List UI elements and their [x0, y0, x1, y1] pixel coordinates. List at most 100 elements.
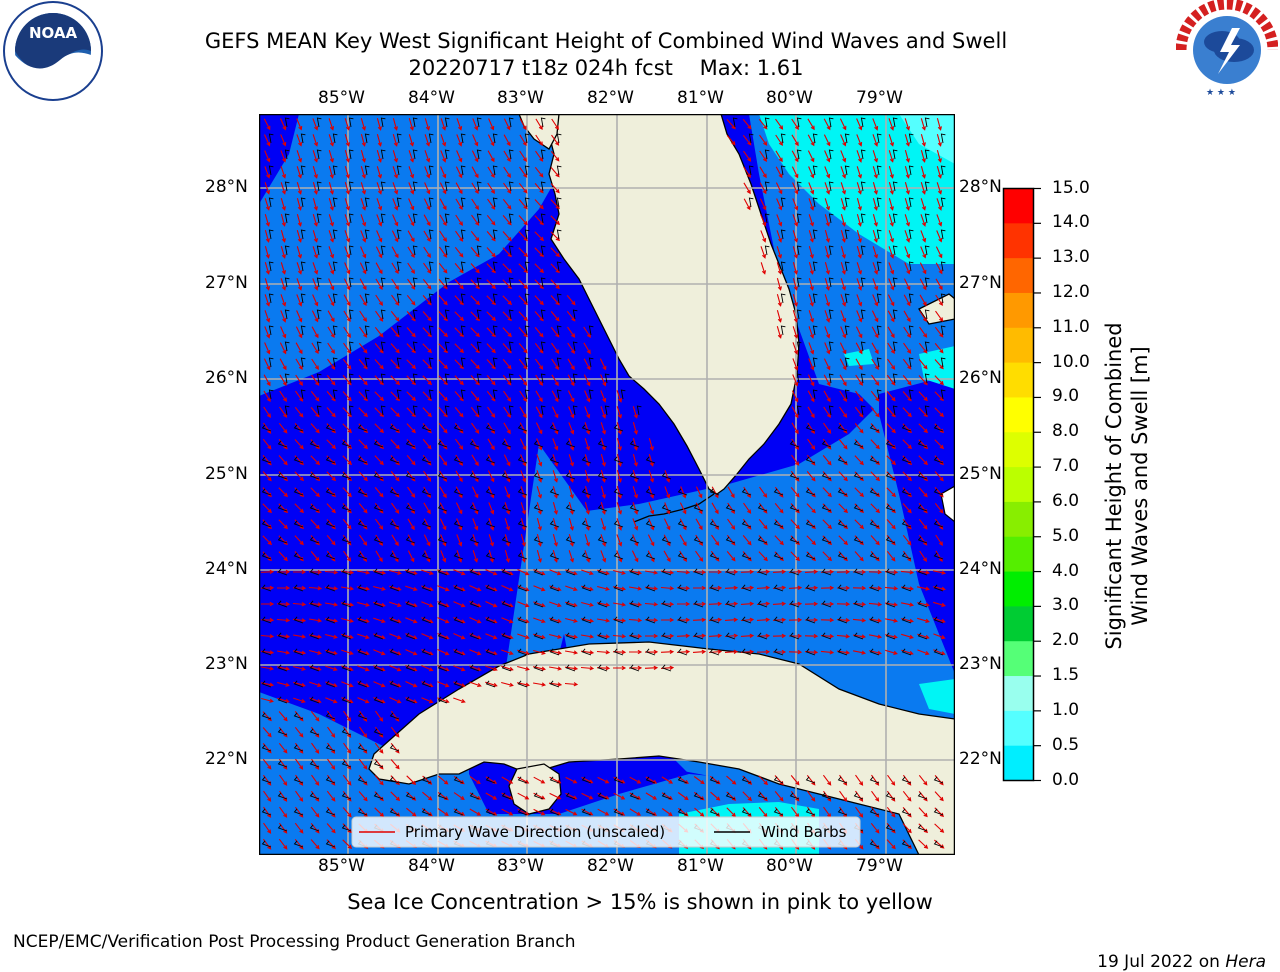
lat-tick-left-22: 22°N	[205, 749, 248, 769]
wind-barb	[316, 181, 322, 192]
wave-direction-arrow	[854, 406, 864, 418]
wind-barb	[524, 261, 530, 272]
wind-barb	[540, 341, 546, 352]
wind-barb	[908, 133, 914, 144]
wind-barb	[261, 776, 272, 784]
wave-direction-arrow	[263, 790, 272, 802]
wave-direction-arrow	[439, 182, 447, 195]
wind-barb	[348, 181, 354, 192]
wave-direction-arrow	[901, 633, 914, 639]
wave-direction-arrow	[920, 166, 926, 179]
wind-barb	[444, 117, 450, 128]
wave-direction-arrow	[471, 214, 480, 226]
wave-direction-arrow	[565, 650, 579, 655]
wind-barb	[620, 389, 626, 400]
wave-direction-arrow	[502, 198, 512, 210]
wind-barb	[460, 325, 466, 336]
wind-barb	[860, 405, 866, 416]
wave-direction-arrow	[453, 632, 466, 640]
wind-barb	[869, 648, 880, 656]
wave-direction-arrow	[424, 550, 431, 563]
lat-tick-left-26: 26°N	[205, 368, 248, 388]
wave-direction-arrow	[824, 310, 831, 323]
wave-direction-arrow	[487, 134, 495, 147]
wave-direction-arrow	[517, 665, 530, 671]
wind-barb	[885, 440, 896, 448]
wind-barb	[933, 808, 944, 816]
wave-direction-arrow	[327, 342, 335, 354]
wind-barb	[476, 149, 482, 160]
wave-direction-arrow	[839, 374, 847, 387]
wind-barb	[389, 808, 400, 816]
wave-direction-arrow	[918, 455, 929, 466]
wave-direction-arrow	[517, 792, 530, 800]
wind-barb	[556, 229, 562, 240]
wind-barb	[268, 261, 274, 272]
wind-barb	[869, 584, 880, 592]
wind-barb	[316, 213, 322, 224]
wave-direction-arrow	[597, 776, 610, 784]
wind-barb	[412, 117, 418, 128]
wave-direction-arrow	[759, 198, 767, 211]
wave-direction-arrow	[872, 278, 879, 291]
wave-direction-arrow	[900, 602, 915, 607]
wave-direction-arrow	[280, 262, 287, 275]
wave-direction-arrow	[758, 775, 769, 786]
wave-direction-arrow	[280, 294, 287, 307]
wind-barb	[885, 632, 896, 640]
wind-barb	[300, 197, 306, 208]
wind-barb	[693, 536, 704, 544]
wave-direction-arrow	[788, 585, 803, 590]
wave-direction-arrow	[871, 374, 880, 386]
wave-direction-arrow	[440, 118, 447, 131]
wave-direction-arrow	[405, 649, 418, 656]
wave-direction-arrow	[520, 470, 527, 483]
wave-direction-arrow	[871, 790, 880, 802]
wave-direction-arrow	[758, 791, 768, 802]
wind-barb	[476, 405, 482, 416]
wind-barb	[828, 181, 834, 192]
wave-direction-arrow	[584, 550, 591, 563]
wind-barb	[428, 293, 434, 304]
wave-direction-arrow	[455, 182, 463, 195]
colorbar-cell	[1003, 606, 1034, 642]
cuba-land	[368, 641, 955, 855]
wave-direction-arrow	[535, 390, 543, 403]
wave-direction-arrow	[676, 633, 691, 638]
wave-direction-arrow	[872, 214, 878, 227]
wave-direction-arrow	[533, 682, 547, 687]
wind-barb	[293, 808, 304, 816]
wind-barb	[805, 456, 816, 464]
wave-direction-arrow	[534, 166, 544, 178]
wave-direction-arrow	[264, 262, 270, 275]
wave-direction-arrow	[485, 600, 498, 608]
wind-barb	[444, 309, 450, 320]
wave-direction-arrow	[328, 166, 334, 179]
wind-barb	[741, 488, 752, 496]
wave-direction-arrow	[312, 134, 319, 147]
wind-barb	[780, 229, 786, 240]
wind-barb	[492, 293, 498, 304]
wave-direction-arrow	[328, 262, 335, 275]
wave-direction-arrow	[742, 551, 752, 562]
wave-direction-arrow	[279, 390, 287, 402]
wave-direction-arrow	[887, 342, 895, 354]
wind-barb	[469, 792, 480, 800]
wave-direction-arrow	[888, 150, 894, 163]
wave-direction-arrow	[758, 535, 768, 546]
wave-direction-arrow	[390, 310, 400, 322]
wave-direction-arrow	[357, 697, 370, 704]
wave-direction-arrow	[359, 534, 368, 546]
wind-barb	[924, 181, 930, 192]
wind-barb	[565, 440, 576, 448]
wave-direction-arrow	[280, 246, 286, 259]
wave-direction-arrow	[535, 118, 543, 131]
wind-barb	[348, 149, 354, 160]
wave-direction-arrow	[501, 776, 514, 784]
wave-direction-arrow	[517, 568, 530, 576]
wave-direction-arrow	[648, 518, 655, 531]
wind-barb	[924, 309, 930, 320]
wave-direction-arrow	[840, 310, 847, 323]
wave-direction-arrow	[680, 486, 687, 499]
wind-barb	[309, 728, 320, 736]
